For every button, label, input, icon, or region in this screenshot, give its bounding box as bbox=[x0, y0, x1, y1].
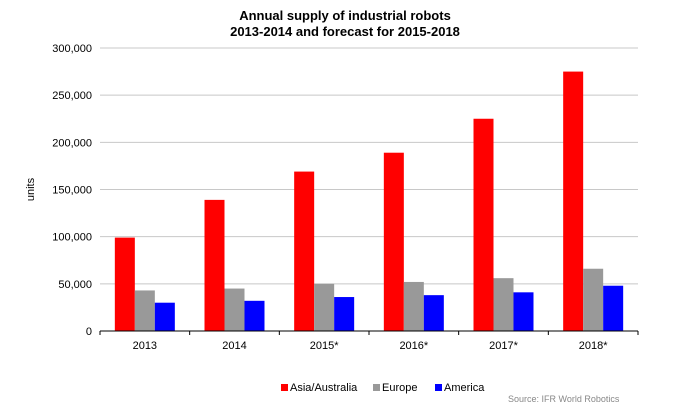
legend-swatch bbox=[373, 384, 380, 391]
bar-europe-2018 bbox=[583, 268, 604, 331]
bar-europe-2017 bbox=[493, 278, 514, 331]
y-tick-labels: 0 50,000 100,000 150,000 200,000 250,000 300,0… bbox=[52, 43, 92, 338]
axes: units bbox=[25, 177, 639, 335]
bar-america-2015 bbox=[334, 297, 355, 331]
y-tick-label: 300,000 bbox=[52, 43, 92, 55]
y-tick-label: 100,000 bbox=[52, 232, 92, 244]
source-note: Source: IFR World Robotics bbox=[508, 394, 620, 404]
bar-asia-australia-2015 bbox=[294, 171, 315, 331]
bar-europe-2015 bbox=[314, 283, 335, 331]
y-tick-label: 0 bbox=[86, 326, 92, 338]
legend-label: America bbox=[444, 382, 485, 394]
bar-asia-australia-2016 bbox=[383, 152, 404, 331]
y-tick-label: 250,000 bbox=[52, 90, 92, 102]
y-tick-label: 150,000 bbox=[52, 185, 92, 197]
x-tick-label: 2017* bbox=[489, 340, 518, 352]
bar-asia-australia-2018 bbox=[563, 71, 584, 331]
legend-label: Europe bbox=[382, 382, 417, 394]
bar-europe-2013 bbox=[134, 290, 155, 331]
bar-asia-australia-2017 bbox=[473, 118, 494, 331]
bar-america-2018 bbox=[603, 285, 624, 331]
bar-america-2017 bbox=[513, 292, 534, 331]
legend: Asia/Australia Europe America bbox=[281, 382, 485, 394]
legend-item-asia-australia: Asia/Australia bbox=[281, 382, 358, 394]
bar-asia-australia-2014 bbox=[204, 199, 225, 331]
bar-asia-australia-2013 bbox=[114, 237, 135, 331]
bar-america-2014 bbox=[244, 300, 265, 331]
y-tick-label: 50,000 bbox=[58, 279, 92, 291]
x-tick-label: 2014 bbox=[222, 340, 246, 352]
x-tick-label: 2016* bbox=[399, 340, 428, 352]
x-tick-labels: 2013 2014 2015* 2016* 2017* 2018* bbox=[133, 340, 609, 352]
bars bbox=[114, 71, 624, 331]
legend-swatch bbox=[435, 384, 442, 391]
chart-title-line-2: 2013-2014 and forecast for 2015-2018 bbox=[230, 24, 460, 39]
bar-europe-2016 bbox=[403, 281, 424, 331]
x-tick-label: 2015* bbox=[310, 340, 339, 352]
legend-label: Asia/Australia bbox=[290, 382, 358, 394]
y-tick-label: 200,000 bbox=[52, 137, 92, 149]
x-tick-label: 2018* bbox=[579, 340, 608, 352]
legend-swatch bbox=[281, 384, 288, 391]
chart-title: Annual supply of industrial robots2013-2… bbox=[230, 8, 460, 39]
bar-america-2016 bbox=[423, 295, 444, 331]
chart-title-line-1: Annual supply of industrial robots bbox=[239, 8, 451, 23]
y-axis-label: units bbox=[25, 177, 37, 201]
gridlines bbox=[100, 47, 638, 285]
bar-europe-2014 bbox=[224, 288, 245, 331]
x-tick-label: 2013 bbox=[133, 340, 157, 352]
legend-item-america: America bbox=[435, 382, 485, 394]
legend-item-europe: Europe bbox=[373, 382, 417, 394]
bar-america-2013 bbox=[154, 302, 175, 331]
